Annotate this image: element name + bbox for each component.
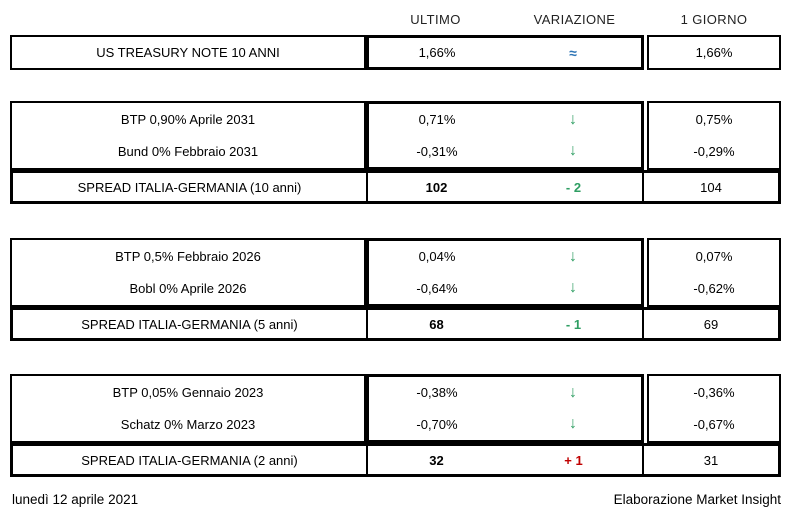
bond-mid-box: 0,71% ↓ -0,31% ↓ [366, 101, 644, 170]
report-credit: Elaborazione Market Insight [613, 492, 781, 507]
bond-giorno-box: 0,75% -0,29% [647, 101, 781, 170]
bond-giorno-box: 0,07% -0,62% [647, 238, 781, 307]
bond-giorno-value: -0,62% [693, 281, 735, 297]
bond-ultimo-value: -0,38% [416, 385, 458, 401]
bond-ultimo-value: -0,70% [416, 416, 458, 432]
spread-label: SPREAD ITALIA-GERMANIA (2 anni) [81, 452, 298, 468]
bond-spread-report: ULTIMO VARIAZIONE 1 GIORNO US TREASURY N… [0, 8, 794, 516]
bond-ultimo-value: 0,71% [418, 112, 456, 128]
bond-ultimo-value: -0,31% [416, 143, 458, 159]
bond-label: BTP 0,05% Gennaio 2023 [112, 384, 264, 400]
bond-labels-box: BTP 0,05% Gennaio 2023 Schatz 0% Marzo 2… [10, 374, 366, 443]
down-arrow-icon: ↓ [569, 279, 577, 297]
treasury-mid-box: 1,66% ≈ [366, 35, 644, 70]
spread-row-5-anni: SPREAD ITALIA-GERMANIA (5 anni) 68 - 1 6… [10, 307, 781, 341]
down-arrow-icon: ↓ [569, 110, 577, 128]
spread-row-10-anni: SPREAD ITALIA-GERMANIA (10 anni) 102 - 2… [10, 170, 781, 204]
down-arrow-icon: ↓ [569, 142, 577, 160]
bond-label: BTP 0,90% Aprile 2031 [120, 111, 256, 127]
section-10-anni: BTP 0,90% Aprile 2031 Bund 0% Febbraio 2… [0, 101, 794, 204]
treasury-ultimo-value: 1,66% [418, 45, 456, 60]
column-header-variazione: VARIAZIONE [533, 11, 616, 27]
spread-row-2-anni: SPREAD ITALIA-GERMANIA (2 anni) 32 + 1 3… [10, 443, 781, 477]
bond-mid-box: -0,38% ↓ -0,70% ↓ [366, 374, 644, 443]
bond-pair-row: BTP 0,05% Gennaio 2023 Schatz 0% Marzo 2… [0, 374, 794, 443]
column-header-ultimo: ULTIMO [410, 11, 461, 27]
treasury-giorno-value: 1,66% [647, 35, 781, 70]
header-spacer [10, 8, 366, 30]
down-arrow-icon: ↓ [569, 247, 577, 265]
bond-labels-box: BTP 0,5% Febbraio 2026 Bobl 0% Aprile 20… [10, 238, 366, 307]
bond-label: Bund 0% Febbraio 2031 [117, 144, 259, 160]
bond-giorno-value: -0,67% [693, 417, 735, 433]
report-date: lunedì 12 aprile 2021 [12, 492, 139, 507]
bond-label: BTP 0,5% Febbraio 2026 [115, 248, 261, 264]
bond-mid-box: 0,04% ↓ -0,64% ↓ [366, 238, 644, 307]
bond-ultimo-value: 0,04% [418, 249, 456, 265]
section-2-anni: BTP 0,05% Gennaio 2023 Schatz 0% Marzo 2… [0, 374, 794, 477]
treasury-label: US TREASURY NOTE 10 ANNI [10, 35, 366, 70]
column-header-row: ULTIMO VARIAZIONE 1 GIORNO [0, 8, 794, 30]
spread-ultimo-value: 102 [425, 179, 448, 195]
bond-label: Bobl 0% Aprile 2026 [129, 281, 247, 297]
spread-variazione-value: + 1 [564, 452, 583, 468]
bond-giorno-box: -0,36% -0,67% [647, 374, 781, 443]
spread-ultimo-value: 32 [429, 452, 444, 468]
spread-giorno-value: 104 [700, 179, 722, 195]
spread-mid-box: 102 - 2 [366, 173, 644, 201]
bond-giorno-value: -0,29% [693, 144, 735, 160]
treasury-row: US TREASURY NOTE 10 ANNI 1,66% ≈ 1,66% [0, 35, 794, 70]
bond-label: Schatz 0% Marzo 2023 [120, 417, 256, 433]
bond-giorno-value: -0,36% [693, 384, 735, 400]
bond-ultimo-value: -0,64% [416, 280, 458, 296]
spread-giorno-value: 69 [703, 316, 719, 332]
spread-variazione-value: - 2 [565, 179, 582, 195]
spread-mid-box: 68 - 1 [366, 310, 644, 338]
spread-label: SPREAD ITALIA-GERMANIA (10 anni) [77, 179, 302, 195]
bond-pair-row: BTP 0,90% Aprile 2031 Bund 0% Febbraio 2… [0, 101, 794, 170]
spread-variazione-value: - 1 [565, 316, 582, 332]
column-header-giorno: 1 GIORNO [680, 11, 748, 27]
bond-giorno-value: 0,07% [695, 248, 733, 264]
spread-mid-box: 32 + 1 [366, 446, 644, 474]
down-arrow-icon: ↓ [569, 383, 577, 401]
bond-pair-row: BTP 0,5% Febbraio 2026 Bobl 0% Aprile 20… [0, 238, 794, 307]
approx-icon: ≈ [569, 44, 577, 61]
bond-giorno-value: 0,75% [695, 111, 733, 127]
section-5-anni: BTP 0,5% Febbraio 2026 Bobl 0% Aprile 20… [0, 238, 794, 341]
spread-giorno-value: 31 [703, 452, 719, 468]
down-arrow-icon: ↓ [569, 415, 577, 433]
spread-ultimo-value: 68 [429, 316, 444, 332]
header-mid-group: ULTIMO VARIAZIONE [366, 8, 644, 30]
spread-label: SPREAD ITALIA-GERMANIA (5 anni) [81, 316, 298, 332]
footer: lunedì 12 aprile 2021 Elaborazione Marke… [0, 492, 794, 507]
bond-labels-box: BTP 0,90% Aprile 2031 Bund 0% Febbraio 2… [10, 101, 366, 170]
